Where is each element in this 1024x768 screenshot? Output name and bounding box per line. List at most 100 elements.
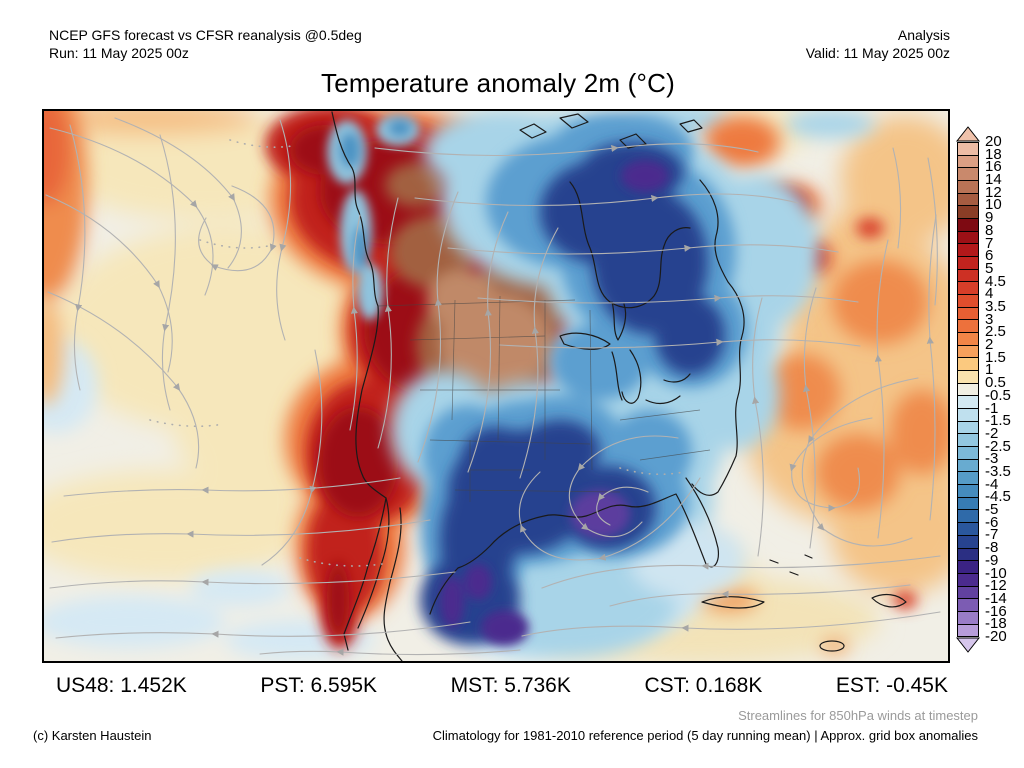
streamline-note: Streamlines for 850hPa winds at timestep [738, 708, 978, 723]
colorbar-tick-label: -7 [985, 526, 999, 544]
colorbar-cell [958, 534, 978, 548]
colorbar-cell [958, 560, 978, 573]
colorbar-tick-label: -5 [985, 501, 999, 519]
colorbar-cell [958, 496, 978, 510]
colorbar-tick-label: -1.5 [985, 412, 1011, 430]
colorbar-tick-label: -4 [985, 475, 999, 493]
colorbar-cell [958, 408, 978, 421]
colorbar-tick-label: 8 [985, 222, 994, 240]
colorbar-tick-label: 1.5 [985, 348, 1006, 366]
colorbar-tick-label: 2.5 [985, 323, 1006, 341]
colorbar-tick-label: 2 [985, 336, 994, 354]
colorbar-tick-label: -0.5 [985, 387, 1011, 405]
colorbar-cell [958, 446, 978, 459]
colorbar-cell [958, 154, 978, 168]
colorbar-cell [958, 294, 978, 307]
colorbar-tick-label: -2.5 [985, 437, 1011, 455]
run-line: Run: 11 May 2025 00z [49, 45, 189, 61]
colorbar-cell [958, 243, 978, 257]
colorbar-tick-label: -20 [985, 628, 1007, 646]
colorbar-tick-label: 6 [985, 247, 994, 265]
colorbar-cell [958, 585, 978, 599]
colorbar-tick-label: -2 [985, 425, 999, 443]
colorbar-tick-label: 12 [985, 183, 1002, 201]
colorbar-tick-label: -12 [985, 577, 1007, 595]
colorbar-cell [958, 319, 978, 333]
colorbar-cell [958, 218, 978, 231]
colorbar-tick-label: 14 [985, 171, 1002, 189]
colorbar-tick-label: 20 [985, 133, 1002, 151]
colorbar-cell [958, 509, 978, 523]
colorbar-tick-label: -18 [985, 615, 1007, 633]
colorbar-tick-label: -10 [985, 564, 1007, 582]
colorbar-cell [958, 306, 978, 320]
colorbar-tick-label: -3 [985, 450, 999, 468]
coastlines [331, 111, 907, 661]
colorbar-cell [958, 143, 978, 155]
colorbar-cell [958, 281, 978, 295]
colorbar-tick-label: 5 [985, 260, 994, 278]
colorbar-tick-label: -6 [985, 513, 999, 531]
mode-label: Analysis [897, 27, 950, 43]
colorbar-tick-label: 3 [985, 310, 994, 328]
colorbar-cell [958, 205, 978, 219]
valid-line: Valid: 11 May 2025 00z [805, 45, 950, 61]
stat-us48: US48: 1.452K [56, 674, 187, 697]
colorbar-tick-label: -8 [985, 539, 999, 557]
colorbar-tick-label: 3.5 [985, 298, 1006, 316]
colorbar-cell [958, 395, 978, 409]
colorbar-tick-label: 7 [985, 234, 994, 252]
colorbar-cell [958, 458, 978, 472]
colorbar-cell [958, 382, 978, 396]
model-line: NCEP GFS forecast vs CFSR reanalysis @0.… [49, 27, 362, 43]
colorbar-cell [958, 522, 978, 535]
colorbar-tick-label: 4.5 [985, 272, 1006, 290]
streamlines [45, 117, 941, 656]
colorbar-tick-label: -9 [985, 552, 999, 570]
stat-est: EST: -0.45K [835, 674, 948, 697]
colorbar-tick-label: -1 [985, 399, 999, 417]
colorbar-tick-label: 10 [985, 196, 1002, 214]
header-left: NCEP GFS forecast vs CFSR reanalysis @0.… [49, 26, 362, 62]
colorbar-cell [958, 344, 978, 358]
colorbar-tick-label: 16 [985, 158, 1002, 176]
colorbar-cells [957, 142, 979, 637]
colorbar-cell [958, 484, 978, 497]
colorbar-cell [958, 547, 978, 561]
map-canvas [44, 111, 948, 661]
colorbar-cell [958, 256, 978, 269]
stat-pst: PST: 6.595K [260, 674, 378, 697]
colorbar-arrow-down [956, 637, 980, 653]
colorbar-cell [958, 433, 978, 447]
colorbar-tick-label: 1 [985, 361, 994, 379]
map-frame [42, 109, 950, 663]
anomaly-field [44, 111, 948, 661]
colorbar-tick-label: -14 [985, 590, 1007, 608]
state-borders [377, 295, 711, 502]
colorbar-tick-label: 4 [985, 285, 994, 303]
colorbar-cell [958, 332, 978, 345]
colorbar-tick-label: -3.5 [985, 463, 1011, 481]
colorbar-cell [958, 610, 978, 624]
colorbar-cell [958, 420, 978, 434]
colorbar-cell [958, 192, 978, 206]
colorbar-cell [958, 180, 978, 193]
colorbar-tick-label: 18 [985, 145, 1002, 163]
calm-speckles [149, 139, 685, 567]
colorbar-tick-label: -16 [985, 602, 1007, 620]
colorbar-arrow-top-shape [956, 126, 980, 142]
colorbar-cell [958, 268, 978, 282]
colorbar-cell [958, 623, 978, 637]
colorbar-tick-label: -4.5 [985, 488, 1011, 506]
colorbar-cell [958, 357, 978, 371]
page-title: Temperature anomaly 2m (°C) [321, 68, 675, 98]
colorbar-cell [958, 167, 978, 181]
colorbar-cell [958, 370, 978, 383]
region-stats-row: US48: 1.452K PST: 6.595K MST: 5.736K CST… [44, 674, 948, 698]
stat-cst: CST: 0.168K [644, 674, 763, 697]
colorbar-cell [958, 471, 978, 485]
colorbar-cell [958, 230, 978, 244]
colorbar-tick-label: 9 [985, 209, 994, 227]
colorbar-tick-label: 0.5 [985, 374, 1006, 392]
